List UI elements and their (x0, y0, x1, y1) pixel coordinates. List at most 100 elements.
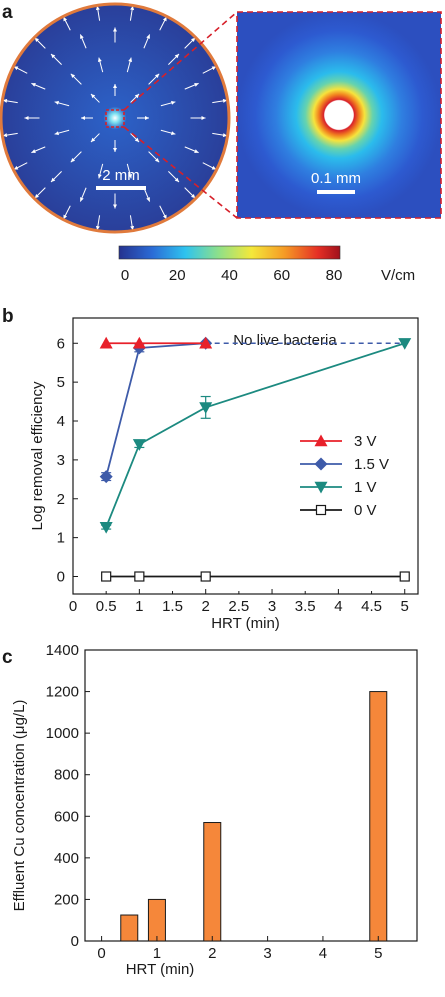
x-tick-label: 1 (135, 598, 143, 615)
legend-marker (314, 457, 328, 471)
y-tick-label: 800 (54, 767, 79, 784)
zoom-line-bottom (123, 126, 238, 219)
panel-c-letter: c (2, 647, 13, 668)
x-tick-label: 0.5 (96, 598, 117, 615)
legend-marker (314, 481, 328, 494)
colorbar-unit: V/cm (381, 267, 415, 284)
field-arrow-head (31, 149, 36, 153)
bar (147, 898, 166, 942)
y-tick-label: 1200 (46, 684, 79, 701)
series-line (105, 342, 206, 477)
x-tick-label: 5 (401, 598, 409, 615)
field-arrow-head (13, 165, 19, 170)
field-arrow-head (95, 5, 100, 11)
x-tick-label: 3 (263, 945, 271, 962)
data-point (399, 571, 410, 582)
field-arrow-head (70, 73, 76, 79)
annotation-no-live-bacteria: No live bacteria (233, 332, 337, 349)
zoom-line-top (123, 11, 238, 111)
field-arrow-head (194, 149, 199, 153)
field-arrow-head (211, 165, 217, 170)
colorbar-tick-label: 0 (121, 267, 129, 284)
y-tick-label: 1 (57, 530, 65, 547)
y-tick-label: 5 (57, 374, 65, 391)
x-tick-label: 1.5 (162, 598, 183, 615)
field-arrow-head (191, 37, 196, 42)
y-tick-label: 400 (54, 850, 79, 867)
field-arrow-head (154, 73, 160, 79)
y-tick-label: 0 (57, 569, 65, 586)
simulation-circle (0, 2, 231, 234)
bar (369, 691, 388, 942)
bar (120, 914, 139, 942)
field-arrow-head (54, 100, 60, 105)
field-arrow-head (63, 16, 68, 22)
y-axis-label: Log removal efficiency (29, 381, 46, 530)
x-tick-label: 0 (69, 598, 77, 615)
colorbar-tick-label: 20 (169, 267, 186, 284)
field-arrow-head (128, 57, 133, 63)
field-arrow-head (2, 133, 8, 138)
field-arrow-head (51, 177, 56, 182)
x-tick-label: 2.5 (228, 598, 249, 615)
colorbar-tick-label: 80 (326, 267, 343, 284)
data-point (132, 336, 146, 349)
x-tick-label: 2 (202, 598, 210, 615)
legend-marker (314, 434, 328, 447)
y-axis-label: Effluent Cu concentration (μg/L) (11, 700, 28, 912)
field-arrow-head (113, 84, 117, 88)
field-arrow-head (170, 131, 176, 136)
legend-label: 0 V (354, 502, 377, 519)
y-tick-label: 0 (71, 933, 79, 950)
data-point (398, 338, 412, 350)
field-arrow-head (34, 37, 39, 42)
field-arrow-head (80, 197, 84, 202)
panel-a-letter: a (2, 2, 13, 23)
field-arrow-head (2, 98, 8, 103)
field-arrow-head (201, 116, 206, 120)
y-tick-label: 200 (54, 891, 79, 908)
y-tick-label: 600 (54, 808, 79, 825)
field-arrow-head (13, 66, 19, 71)
chart-b: 0 1 2 3 4 5 0.5 1.5 2.5 3.5 4.5 0 1 2 3 4 5 6 HRT (min) Log… (29, 317, 419, 632)
field-arrow-head (211, 66, 217, 71)
data-point (99, 336, 113, 349)
x-tick-label: 1 (153, 945, 161, 962)
x-tick-label: 4.5 (361, 598, 382, 615)
field-arrow-head (170, 100, 176, 105)
y-tick-label: 3 (57, 452, 65, 469)
y-tick-label: 4 (57, 413, 65, 430)
panel-b-letter: b (2, 306, 14, 327)
zoom-box (105, 109, 125, 128)
field-arrow-head (174, 54, 179, 59)
data-point (101, 571, 112, 582)
x-axis-label: HRT (min) (126, 961, 195, 978)
x-tick-label: 4 (334, 598, 342, 615)
field-arrow-head (134, 93, 140, 99)
data-point (200, 571, 211, 582)
field-arrow-head (95, 225, 100, 231)
field-arrow-head (24, 116, 29, 120)
data-point (199, 336, 213, 349)
y-tick-label: 6 (57, 335, 65, 352)
field-arrow-head (113, 204, 117, 209)
field-arrow-head (34, 194, 39, 199)
field-arrow-head (81, 116, 85, 120)
field-arrow-head (222, 98, 228, 103)
legend-label: 3 V (354, 433, 377, 450)
field-arrow-head (80, 34, 84, 39)
field-arrows (2, 5, 228, 231)
x-tick-label: 3 (268, 598, 276, 615)
field-arrow-head (113, 27, 117, 32)
field-arrow-head (128, 173, 133, 179)
field-arrow-head (97, 57, 102, 63)
field-arrow-head (90, 93, 96, 99)
series-line (105, 342, 406, 528)
field-arrow-head (90, 137, 96, 143)
field-arrow-head (31, 83, 36, 87)
field-arrow-head (162, 16, 167, 22)
scale-label-left: 2 mm (102, 167, 140, 184)
field-arrow-head (194, 83, 199, 87)
field-arrow-head (146, 34, 150, 39)
